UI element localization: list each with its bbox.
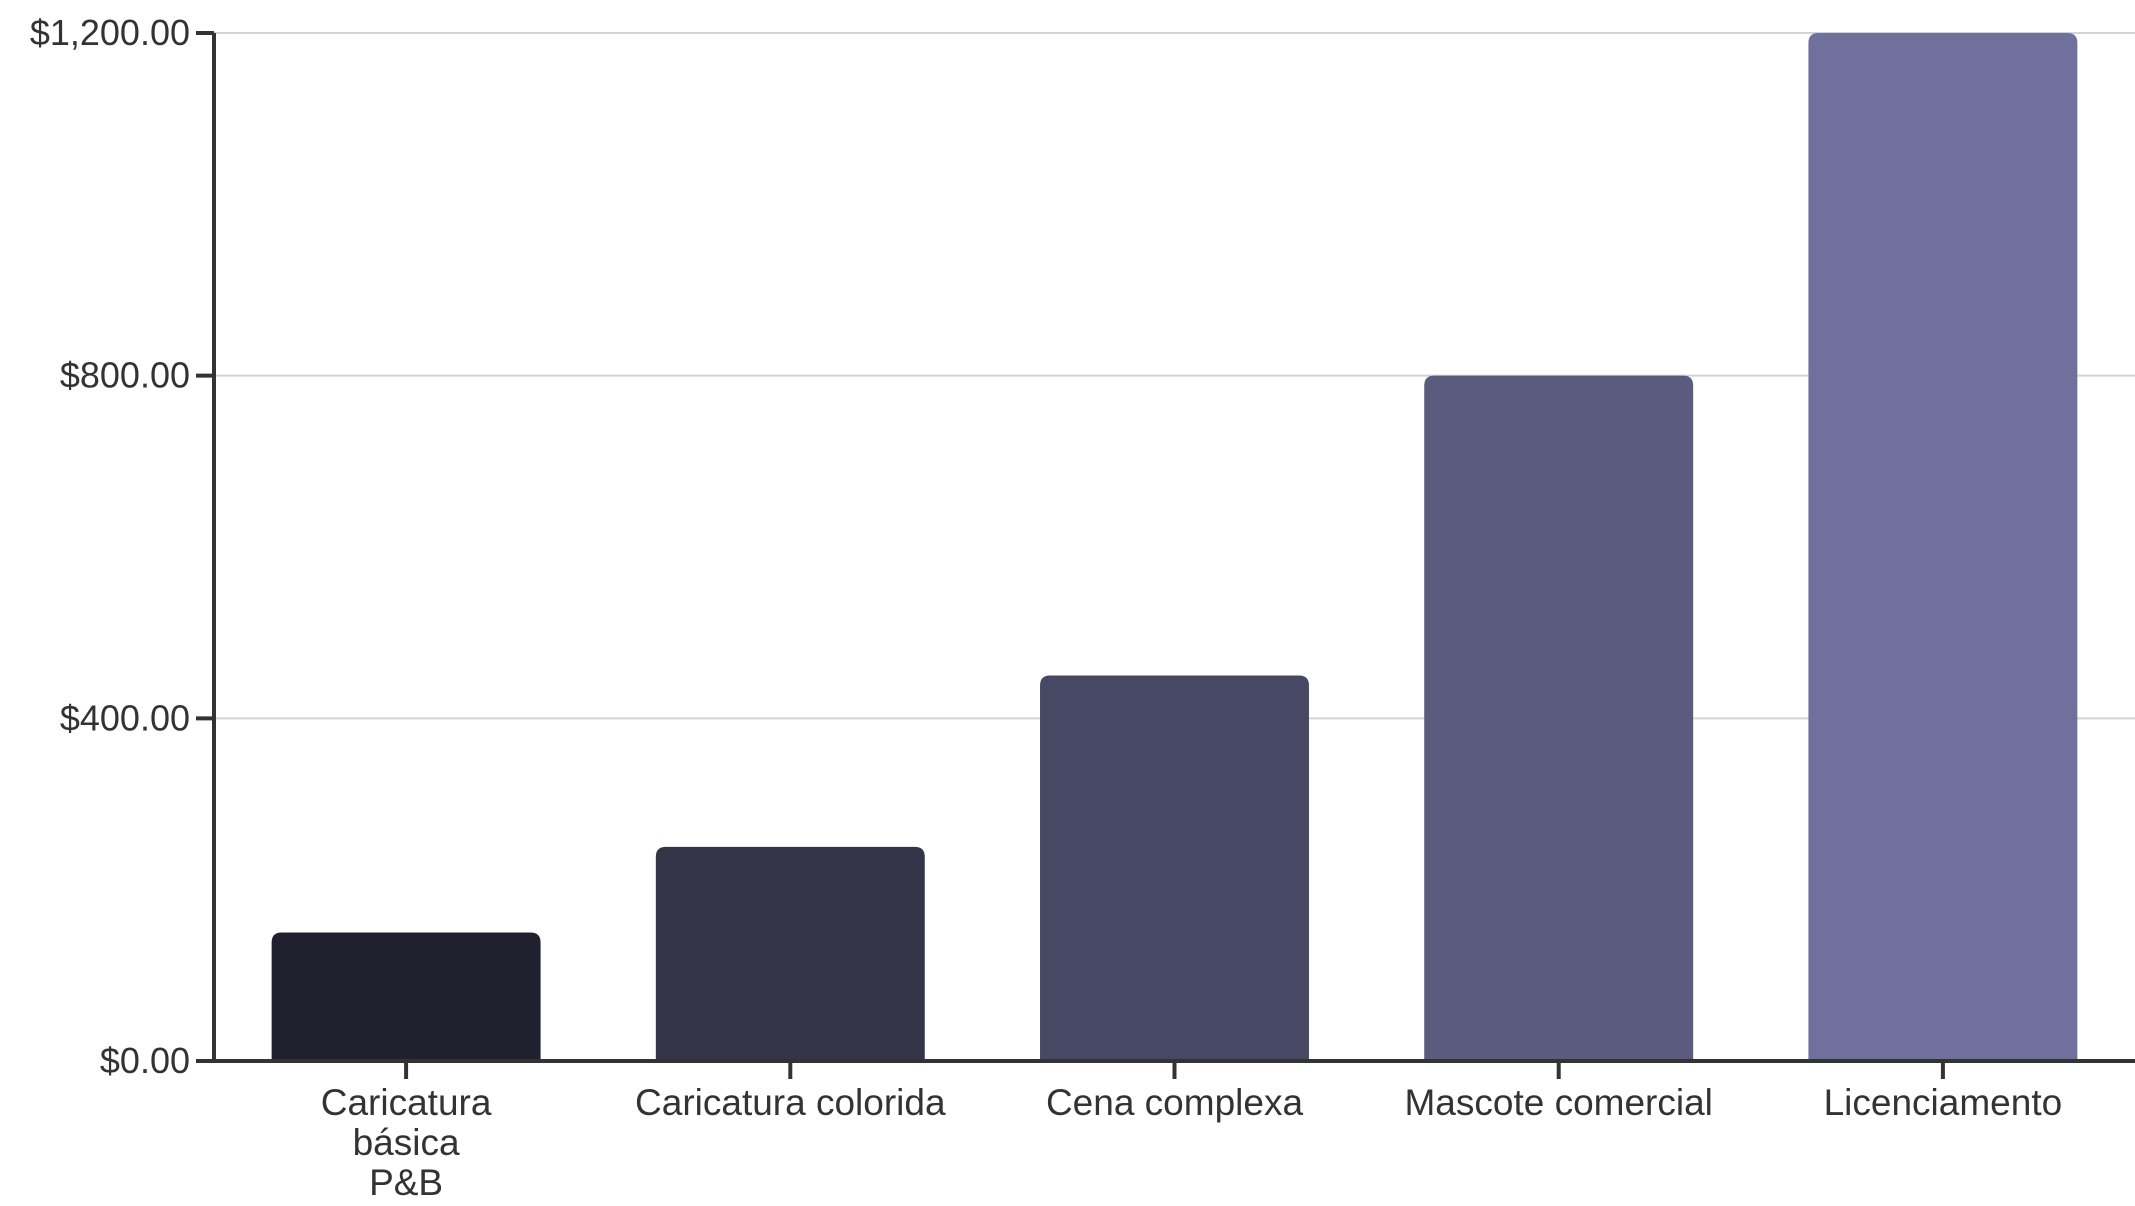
bar <box>1808 33 2078 1059</box>
bars <box>271 33 2078 1060</box>
y-ticks: $0.00 $400.00 $800.00 $1,200.00 <box>30 12 214 1081</box>
y-tick-label: $0.00 <box>100 1040 190 1081</box>
bar <box>655 846 925 1059</box>
x-tick-label: Mascote comercial <box>1404 1082 1712 1123</box>
x-tick-label: Cena complexa <box>1046 1082 1304 1123</box>
x-tick-label: básica <box>353 1122 460 1163</box>
x-tick-label: P&B <box>369 1162 443 1201</box>
x-tick-label: Caricatura colorida <box>635 1082 946 1123</box>
bar <box>1040 675 1309 1059</box>
bar <box>271 932 541 1059</box>
x-tick-label: Caricatura <box>321 1082 492 1123</box>
bar <box>1424 375 1694 1060</box>
y-tick-label: $1,200.00 <box>30 12 190 53</box>
y-tick-label: $400.00 <box>60 697 190 738</box>
y-tick-label: $800.00 <box>60 355 190 396</box>
x-tick-label: Licenciamento <box>1824 1082 2063 1123</box>
